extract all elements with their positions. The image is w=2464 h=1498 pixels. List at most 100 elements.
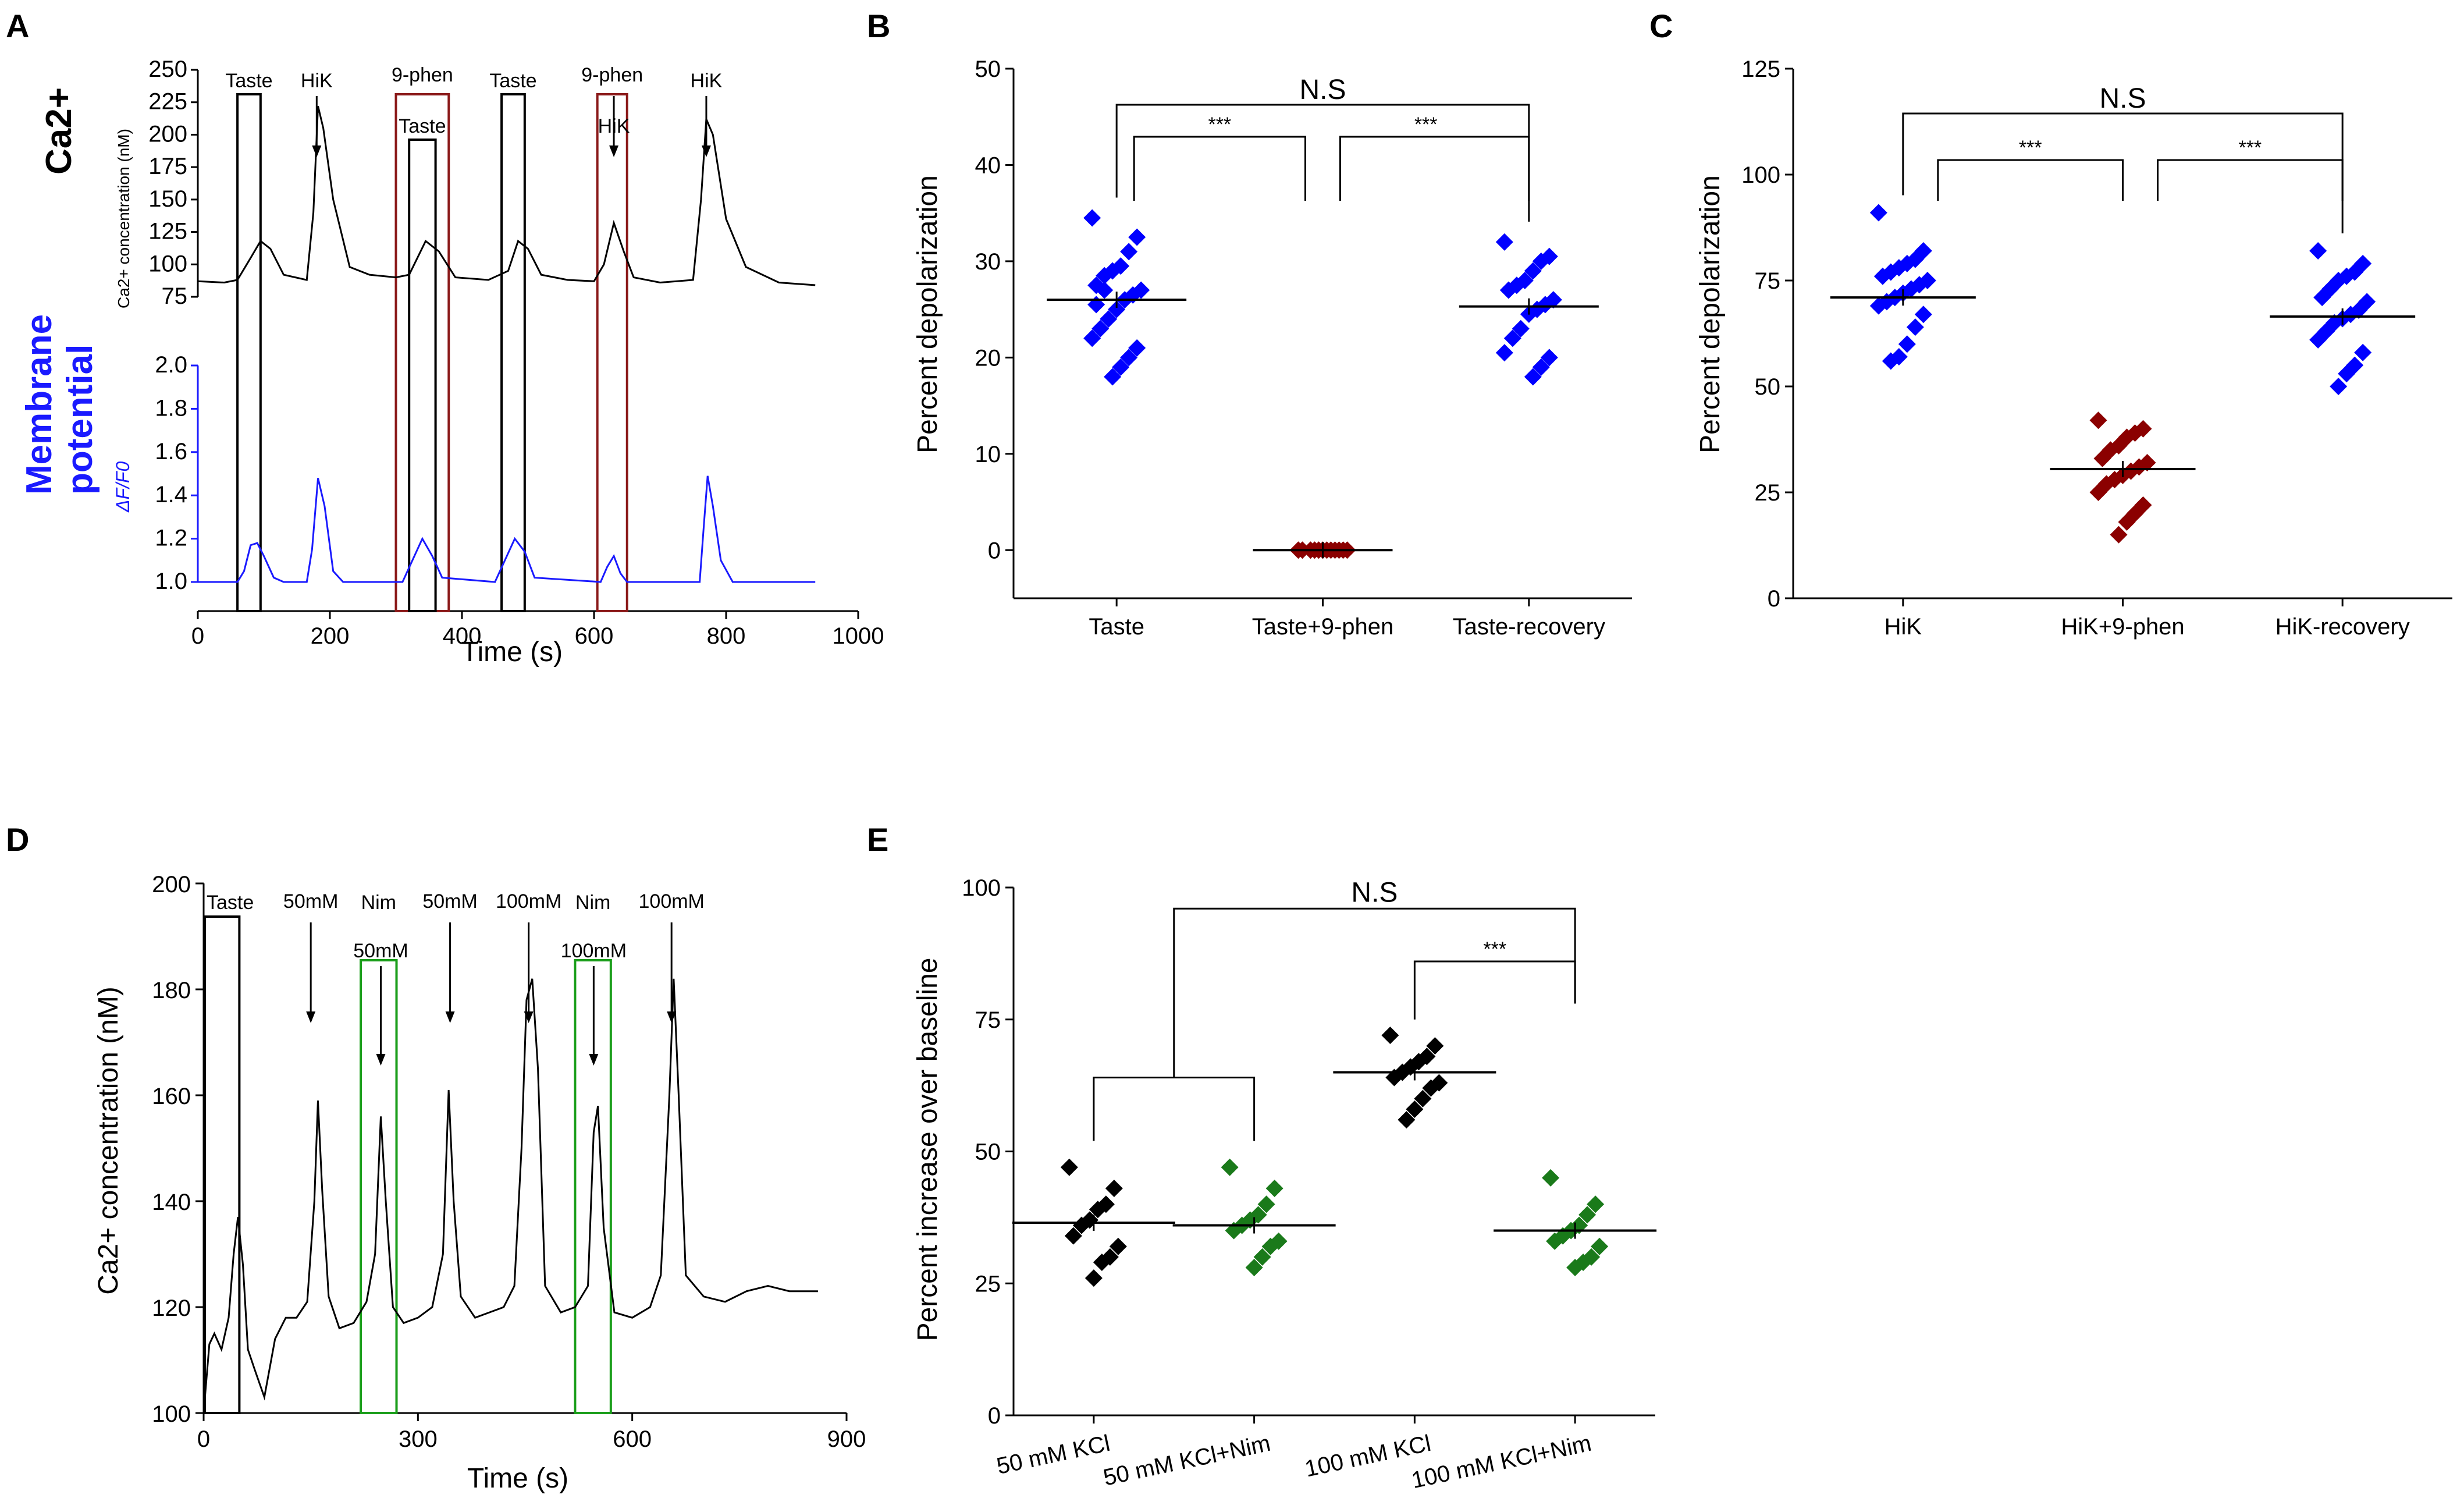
panel-e-point (1546, 1232, 1564, 1250)
panel-a-ca-tick-label: 75 (162, 283, 188, 309)
panel-d-y-tick-label: 140 (152, 1190, 191, 1215)
panel-c-y-tick-label: 0 (1768, 586, 1780, 612)
panel-e-y-tick-label: 100 (962, 875, 1001, 901)
panel-b-chart: 0 10 20 30 40 50 Taste Taste+9-phen Taste-recove… (975, 56, 1632, 640)
panel-e-point (1591, 1237, 1609, 1255)
panel-e-point (1089, 1201, 1107, 1219)
panel-c-y-title: Percent depolarization (1695, 175, 1726, 453)
panel-b-point (1108, 300, 1126, 318)
panel-d-stimulus-box (204, 915, 241, 1414)
panel-a-arrow-head (701, 145, 711, 157)
panel-e-category-label: 100 mM KCl+Nim (1409, 1430, 1594, 1493)
panel-c-point (1873, 267, 1891, 285)
panel-b-point (1128, 228, 1146, 246)
panel-d-x-tick-label: 600 (613, 1426, 652, 1452)
panel-e-point (1566, 1259, 1584, 1277)
panel-b-point (1532, 358, 1550, 376)
panel-e-bracket-ns (1173, 907, 1576, 1078)
panel-a-mp-tick-label: 1.8 (155, 395, 187, 421)
panel-e-point (1257, 1195, 1275, 1213)
panel-c-category-label: HiK+9-phen (2061, 614, 2184, 640)
panel-a-mp-tick-label: 1.6 (155, 439, 187, 464)
panel-b-point (1132, 281, 1150, 299)
panel-c-chart: 0 25 50 75 100 125 HiK HiK+9-phen HiK-recovery N.… (1741, 56, 2452, 640)
panel-b-bracket-sig1 (1133, 136, 1306, 201)
panel-e-point (1381, 1026, 1399, 1044)
panel-b-point (1495, 344, 1513, 362)
panel-b-point (1083, 329, 1101, 347)
panel-c-y-tick-label: 125 (1741, 56, 1780, 82)
panel-b-point (1524, 262, 1542, 280)
panel-e-point (1265, 1179, 1283, 1197)
panel-a-stimulus-label: Taste (399, 115, 446, 137)
panel-a-mp-tick-label: 1.2 (155, 526, 187, 551)
panel-b-category-label: Taste+9-phen (1252, 614, 1394, 640)
panel-d-arrow-head (306, 1011, 316, 1023)
panel-e-category-label: 50 mM KCl (994, 1430, 1112, 1479)
panel-a-chart: 0 200 400 600 800 1000 75 100 125 150 175 200 225 250… (148, 56, 884, 649)
panel-e-group-bracket (1093, 1077, 1256, 1141)
panel-a-stimulus-box (408, 139, 437, 612)
panel-c-point (1869, 297, 1887, 315)
panel-b-y-tick-label: 0 (988, 538, 1001, 563)
panel-e-y-tick-label: 50 (975, 1140, 1001, 1165)
panel-c-y-tick-label: 50 (1755, 374, 1781, 400)
panel-e-point (1109, 1237, 1127, 1255)
panel-d-y-tick-label: 160 (152, 1084, 191, 1109)
panel-d-y-tick-label: 100 (152, 1401, 191, 1427)
panel-a-stimulus-label: HiK (301, 70, 333, 92)
panel-a-x-tick-label: 600 (575, 623, 614, 649)
panel-a-mp-tick-label: 1.0 (155, 569, 187, 594)
panel-e-y-title: Percent increase over baseline (912, 957, 943, 1341)
panel-a-arrow-head (609, 145, 619, 157)
panel-d-stimulus-box (360, 959, 398, 1414)
panel-d-x-tick-label: 0 (197, 1426, 210, 1452)
panel-d-stimulus-label: 50mM (422, 890, 477, 913)
panel-d-stimulus-label: 100mM (561, 940, 627, 962)
panel-d-stimulus-label: Nim (361, 892, 396, 914)
panel-label-e: E (867, 821, 888, 858)
panel-a-mp-side-label-2: potential (60, 345, 100, 495)
panel-d-arrow-head (445, 1011, 455, 1023)
panel-a-mp-axis-title: ΔF/F0 (112, 462, 133, 513)
panel-b-point (1120, 243, 1138, 261)
panel-e-point (1245, 1259, 1263, 1277)
panel-d-stimulus-label: Taste (207, 892, 254, 914)
panel-e-point (1105, 1179, 1123, 1197)
panel-c-point (2110, 526, 2128, 544)
panel-d-stimulus-label: 100mM (496, 890, 561, 913)
panel-b-bracket-ns-label: N.S (1299, 74, 1346, 105)
panel-a-mp-side-label-1: Membrane (19, 314, 59, 495)
panel-a-ca-trace (197, 106, 816, 286)
panel-a-stimulus-label: HiK (691, 70, 723, 92)
panel-e-bracket-sig (1413, 960, 1576, 1020)
panel-d-stimulus-label: Nim (575, 892, 610, 914)
panel-e-point (1064, 1227, 1082, 1245)
panel-b-y-tick-label: 20 (975, 345, 1001, 371)
panel-d-arrow-head (589, 1054, 599, 1066)
panel-a-ca-tick-label: 250 (148, 56, 187, 82)
panel-e-point (1072, 1216, 1090, 1234)
panel-d-stimulus-box (574, 959, 612, 1414)
panel-c-point (2313, 289, 2331, 307)
panel-label-b: B (867, 8, 890, 44)
panel-e-point (1221, 1158, 1239, 1176)
panel-b-point (1532, 252, 1550, 270)
panel-c-category-label: HiK-recovery (2275, 614, 2410, 640)
panel-b-point (1104, 368, 1122, 386)
panel-b-y-tick-label: 10 (975, 442, 1001, 467)
panel-b-y-title: Percent depolarization (912, 175, 943, 453)
panel-b-point (1540, 349, 1558, 367)
panel-d-stimulus-label: 50mM (283, 890, 338, 913)
panel-c-point (2338, 365, 2356, 383)
panel-c-category-label: HiK (1885, 614, 1922, 640)
panel-e-point (1587, 1195, 1605, 1213)
panel-d-x-tick-label: 900 (827, 1426, 866, 1452)
panel-b-category-label: Taste-recovery (1453, 614, 1605, 640)
panel-d-ca-trace (202, 978, 818, 1414)
panel-a-ca-axis-title: Ca2+ concentration (nM) (115, 129, 133, 308)
panel-c-y-tick-label: 25 (1755, 480, 1781, 506)
panel-c-point (2330, 378, 2348, 395)
panel-e-category-label: 50 mM KCl+Nim (1101, 1430, 1272, 1491)
